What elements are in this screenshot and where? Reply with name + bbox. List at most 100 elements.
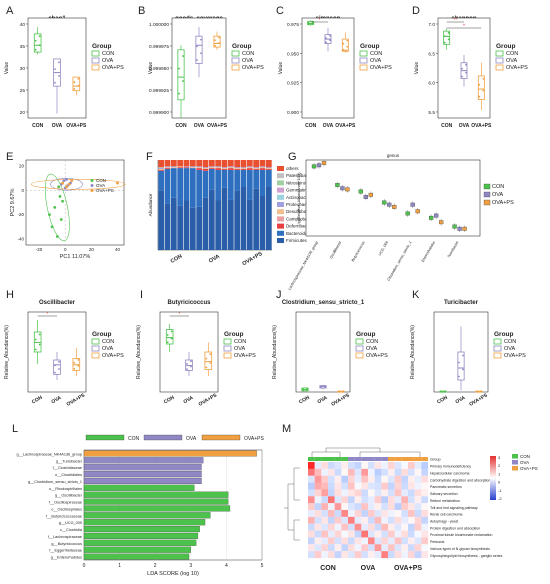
heatmap-cell xyxy=(321,523,329,531)
stacked-bar-segment xyxy=(183,166,190,168)
stacked-bar-segment xyxy=(221,187,228,250)
heatmap-cell xyxy=(334,462,342,469)
heatmap-cell xyxy=(401,551,409,559)
stacked-bar-segment xyxy=(177,168,184,206)
heatmap-cell xyxy=(354,523,362,531)
lda-bar xyxy=(83,526,200,533)
panel-e: E -20 0 20 40 20 0 -20 -40 PC1 11.07% PC2 9.67% CON… xyxy=(6,151,126,260)
heatmap-cell xyxy=(314,468,322,476)
heatmap-cell xyxy=(334,468,342,476)
data-point xyxy=(182,55,184,57)
stacked-bar-segment xyxy=(158,170,165,191)
scatter-point xyxy=(61,181,64,185)
x-tick-label: OVA xyxy=(50,395,62,406)
stacked-bar-segment xyxy=(183,167,190,169)
stacked-bar-segment xyxy=(170,166,177,168)
scatter-point xyxy=(116,181,119,185)
heatmap-cell xyxy=(414,510,422,517)
x-tick-label: OVA xyxy=(194,123,205,129)
legend-swatch xyxy=(512,454,518,459)
box xyxy=(53,359,61,375)
heatmap-cell xyxy=(401,523,409,531)
legend-swatch xyxy=(201,434,241,441)
heatmap-cell xyxy=(368,544,375,552)
y-tick-label: 0.999975 xyxy=(149,44,169,50)
heatmap-cell xyxy=(374,475,382,483)
stacked-bar-segment xyxy=(196,167,203,169)
x-tick-label: CON xyxy=(298,395,311,406)
heatmap-cell xyxy=(421,475,429,483)
legend-label: CON xyxy=(96,178,106,183)
heatmap-cell xyxy=(328,516,335,524)
heatmap-cell xyxy=(361,503,369,511)
heatmap-cell xyxy=(361,475,369,483)
legend-swatch xyxy=(223,352,232,359)
y-tick-label: 35 xyxy=(20,44,26,50)
heatmap-cell xyxy=(388,510,395,517)
heatmap-cell xyxy=(341,496,349,504)
confidence-ellipse-ovaps xyxy=(30,178,126,190)
legend-swatch xyxy=(277,216,284,222)
heatmap-cell xyxy=(348,475,355,483)
bar-label: g__Oscillibacter xyxy=(55,494,83,498)
stacked-bar-segment xyxy=(189,160,196,167)
heatmap-cell xyxy=(394,462,402,469)
group-annotation-cell xyxy=(314,457,322,461)
x-tick-label: CON xyxy=(436,395,449,406)
stacked-bar-segment xyxy=(202,160,209,168)
heatmap-cell xyxy=(401,482,409,490)
legend-label: Actinobacteriota xyxy=(286,195,319,200)
heatmap-cell xyxy=(341,530,349,538)
heatmap-cell xyxy=(408,523,415,531)
heatmap-cell xyxy=(354,475,362,483)
heatmap-cell xyxy=(314,523,322,531)
heatmap-cell xyxy=(408,503,415,511)
bar-label: f__Clostridiaceae xyxy=(53,466,82,470)
lda-bar xyxy=(83,464,202,471)
data-point xyxy=(342,390,344,393)
x-tick-label: OVA+PS xyxy=(207,123,228,129)
legend-title: Group xyxy=(360,43,380,50)
x-tick-label: OVA xyxy=(459,123,470,129)
x-tick-label: UCG_009 xyxy=(378,241,389,257)
data-point xyxy=(54,81,56,84)
y-axis-label: Relative_Abundance(%) xyxy=(4,325,10,379)
group-annotation-cell xyxy=(388,457,395,461)
legend-label: OVA+PS xyxy=(242,65,264,71)
heatmap-cell xyxy=(401,462,409,469)
panel-d: DshannonValue7.06.56.05.5CONOVAOVA+PS***… xyxy=(412,5,528,129)
data-point xyxy=(186,363,188,365)
stacked-bar-segment xyxy=(259,169,266,196)
box xyxy=(405,211,410,216)
legend-label: OVA xyxy=(520,460,529,465)
data-point xyxy=(196,45,198,48)
box xyxy=(335,183,340,187)
heatmap-cell xyxy=(408,530,415,538)
data-point xyxy=(480,390,482,393)
stacked-bar-segment xyxy=(164,203,171,250)
x-tick-label: Butyricicoccus xyxy=(351,240,366,262)
stacked-bar-segment xyxy=(164,167,171,169)
heatmap-cell xyxy=(374,503,382,511)
data-point xyxy=(166,341,169,344)
box xyxy=(195,35,203,64)
heatmap-cell xyxy=(394,510,402,517)
heatmap-cell xyxy=(348,510,355,517)
data-point xyxy=(166,334,169,336)
data-point xyxy=(77,359,80,361)
stacked-bar-segment xyxy=(265,187,272,250)
data-point xyxy=(325,37,327,39)
legend-swatch xyxy=(277,202,284,207)
x-tick-label: CON xyxy=(31,395,44,406)
y-axis-label: Relative_Abundance(%) xyxy=(272,325,278,379)
y-tick-label: 25 xyxy=(20,88,26,94)
legend-swatch xyxy=(223,338,232,345)
legend-label: OVA xyxy=(492,192,504,198)
legend-label: OVA+PS xyxy=(520,466,538,471)
legend-label: OVA xyxy=(102,58,114,64)
legend-swatch xyxy=(493,338,502,345)
heatmap-cell xyxy=(414,475,422,483)
box xyxy=(311,164,317,169)
heatmap-cell xyxy=(374,468,382,476)
heatmap-cell xyxy=(408,482,415,490)
